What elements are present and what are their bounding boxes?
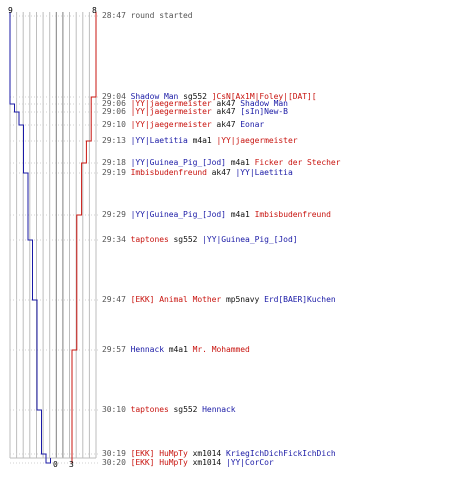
event-row: 29:19 Imbisbudenfreund ak47 |YY|Laetitia (102, 168, 293, 178)
event-victim[interactable]: Eonar (240, 120, 265, 129)
event-time: 29:06 (102, 107, 131, 116)
event-time: 29:57 (102, 345, 131, 354)
event-victim[interactable]: Erd[BAER]Kuchen (264, 295, 336, 304)
blue-end-count: 0 (53, 460, 58, 469)
event-time: 29:04 (102, 92, 131, 101)
red-end-count: 3 (69, 460, 74, 469)
event-victim[interactable]: |YY|jaegermeister (216, 136, 298, 145)
event-killer[interactable]: [EKK] HuMpTy (130, 449, 188, 458)
event-time: 30:10 (102, 405, 131, 414)
event-row: 29:29 |YY|Guinea_Pig_[Jod] m4a1 Imbisbud… (102, 210, 331, 220)
event-row: 30:10 taptones sg552 Hennack (102, 405, 236, 415)
event-weapon: m4a1 (230, 210, 250, 219)
event-victim[interactable]: ]CsN[Ax1M|Foley|[DAT][ (211, 92, 317, 101)
event-killer[interactable]: Imbisbudenfreund (130, 168, 207, 177)
event-weapon: ak47 (211, 168, 231, 177)
event-victim[interactable]: |YY|Laetitia (235, 168, 293, 177)
event-row: 29:04 Shadow Man sg552 ]CsN[Ax1M|Foley|[… (102, 92, 317, 102)
event-weapon: ak47 (216, 107, 236, 116)
event-victim[interactable]: Ficker der Stecher (254, 158, 341, 167)
event-weapon: ak47 (216, 99, 236, 108)
event-victim[interactable]: |YY|Guinea_Pig_[Jod] (202, 235, 298, 244)
event-killer[interactable]: Hennack (130, 345, 164, 354)
event-time: 29:19 (102, 168, 131, 177)
event-weapon: mp5navy (225, 295, 260, 304)
event-time: 29:29 (102, 210, 131, 219)
event-row: 28:47 round started (102, 11, 193, 21)
event-row: 29:06 |YY|jaegermeister ak47 Shadow Man (102, 99, 288, 109)
event-time: 29:10 (102, 120, 131, 129)
event-weapon: sg552 (183, 92, 207, 101)
event-row: 29:06 |YY|jaegermeister ak47 [sIn]New-B (102, 107, 288, 117)
event-victim[interactable]: Hennack (202, 405, 236, 414)
event-killer[interactable]: |YY|Guinea_Pig_[Jod] (130, 158, 226, 167)
event-row: 30:20 [EKK] HuMpTy xm1014 |YY|CorCor (102, 458, 274, 468)
event-message: round started (130, 11, 193, 20)
event-weapon: xm1014 (192, 458, 222, 467)
event-killer[interactable]: [EKK] Animal Mother (130, 295, 222, 304)
event-time: 28:47 (102, 11, 131, 20)
event-killer[interactable]: Shadow Man (130, 92, 179, 101)
event-weapon: xm1014 (192, 449, 222, 458)
red-start-count: 8 (92, 6, 97, 15)
event-row: 29:18 |YY|Guinea_Pig_[Jod] m4a1 Ficker d… (102, 158, 340, 168)
event-row: 29:34 taptones sg552 |YY|Guinea_Pig_[Jod… (102, 235, 298, 245)
event-time: 29:13 (102, 136, 131, 145)
event-victim[interactable]: |YY|CorCor (225, 458, 274, 467)
event-killer[interactable]: |YY|jaegermeister (130, 99, 212, 108)
event-victim[interactable]: Imbisbudenfreund (254, 210, 331, 219)
event-weapon: m4a1 (168, 345, 188, 354)
red-team-alive-line (71, 12, 97, 463)
event-time: 30:19 (102, 449, 131, 458)
event-victim[interactable]: Shadow Man (240, 99, 288, 108)
event-killer[interactable]: taptones (130, 405, 169, 414)
event-killer[interactable]: taptones (130, 235, 169, 244)
event-time: 29:47 (102, 295, 131, 304)
event-killer[interactable]: |YY|Guinea_Pig_[Jod] (130, 210, 226, 219)
event-time: 30:20 (102, 458, 131, 467)
event-row: 29:10 |YY|jaegermeister ak47 Eonar (102, 120, 264, 130)
event-time: 29:18 (102, 158, 131, 167)
event-time: 29:34 (102, 235, 131, 244)
event-weapon: sg552 (173, 405, 198, 414)
event-row: 30:19 [EKK] HuMpTy xm1014 KriegIchDichFi… (102, 449, 336, 459)
event-row: 29:47 [EKK] Animal Mother mp5navy Erd[BA… (102, 295, 336, 305)
blue-start-count: 9 (8, 6, 13, 15)
event-row: 29:13 |YY|Laetitia m4a1 |YY|jaegermeiste… (102, 136, 298, 146)
event-killer[interactable]: [EKK] HuMpTy (130, 458, 188, 467)
event-killer[interactable]: |YY|jaegermeister (130, 120, 212, 129)
event-time: 29:06 (102, 99, 131, 108)
event-killer[interactable]: |YY|Laetitia (130, 136, 188, 145)
event-killer[interactable]: |YY|jaegermeister (130, 107, 212, 116)
event-victim[interactable]: [sIn]New-B (240, 107, 288, 116)
event-weapon: m4a1 (192, 136, 212, 145)
blue-team-alive-line (9, 12, 51, 464)
event-row: 29:57 Hennack m4a1 Mr. Mohammed (102, 345, 250, 355)
event-weapon: sg552 (173, 235, 198, 244)
event-weapon: ak47 (216, 120, 236, 129)
event-victim[interactable]: Mr. Mohammed (192, 345, 250, 354)
event-weapon: m4a1 (230, 158, 250, 167)
event-victim[interactable]: KriegIchDichFickIchDich (225, 449, 336, 458)
